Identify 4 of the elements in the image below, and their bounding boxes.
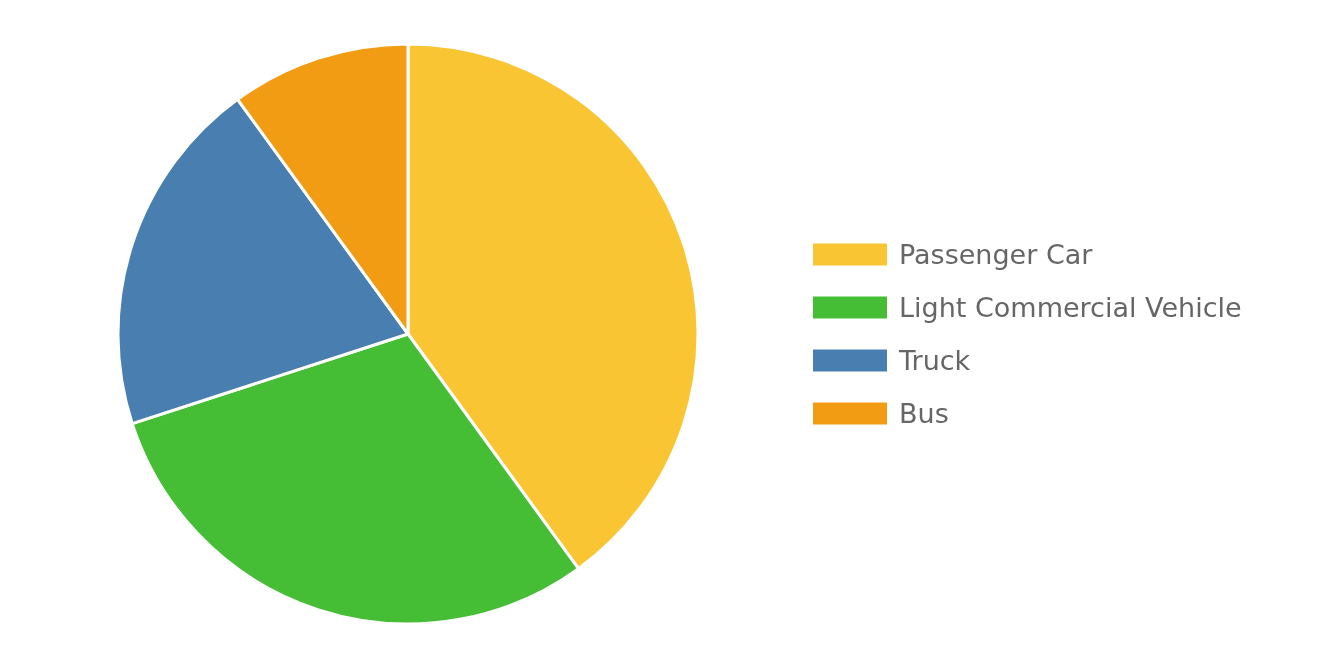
legend-label: Light Commercial Vehicle (899, 292, 1242, 323)
legend-label: Truck (898, 345, 971, 376)
legend-label: Passenger Car (899, 239, 1094, 270)
legend-label: Bus (899, 398, 949, 429)
